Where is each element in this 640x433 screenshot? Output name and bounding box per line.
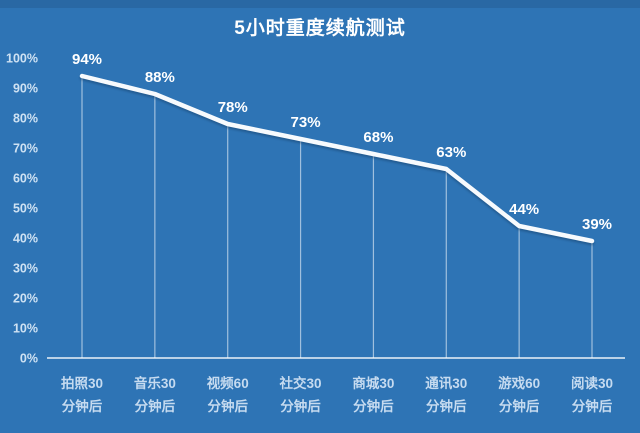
y-axis-tick-label: 60% <box>13 171 38 185</box>
y-axis-tick-label: 20% <box>13 291 38 305</box>
x-axis-category-label: 音乐30 分钟后 <box>134 375 176 414</box>
data-label: 68% <box>363 129 393 146</box>
y-axis-tick-label: 90% <box>13 81 38 95</box>
data-label: 78% <box>218 99 248 116</box>
y-axis-tick-label: 100% <box>6 51 38 65</box>
x-axis-category-label: 视频60 分钟后 <box>207 375 249 414</box>
x-axis-category-label: 游戏60 分钟后 <box>498 375 540 414</box>
data-label: 73% <box>291 114 321 131</box>
data-label: 63% <box>436 144 466 161</box>
y-axis-tick-label: 40% <box>13 231 38 245</box>
data-label: 94% <box>72 51 102 68</box>
top-strip-decoration <box>0 0 640 8</box>
x-axis-category-label: 阅读30 分钟后 <box>571 375 613 414</box>
x-axis-category-label: 拍照30 分钟后 <box>61 375 103 414</box>
x-axis-category-label: 商城30 分钟后 <box>352 375 394 414</box>
x-axis-category-label: 通讯30 分钟后 <box>425 376 467 414</box>
data-label: 39% <box>582 216 612 233</box>
y-axis-tick-label: 70% <box>13 141 38 155</box>
x-axis-category-label: 社交30 分钟后 <box>279 375 322 414</box>
y-axis-tick-label: 0% <box>20 351 38 365</box>
y-axis-tick-label: 30% <box>13 261 38 275</box>
data-label: 88% <box>145 69 175 86</box>
y-axis-tick-label: 10% <box>13 321 38 335</box>
y-axis-tick-label: 80% <box>13 111 38 125</box>
battery-series-line <box>79 73 595 244</box>
data-label: 44% <box>509 201 539 218</box>
y-axis-tick-label: 50% <box>13 201 38 215</box>
chart-title: 5小时重度续航测试 <box>234 18 406 39</box>
